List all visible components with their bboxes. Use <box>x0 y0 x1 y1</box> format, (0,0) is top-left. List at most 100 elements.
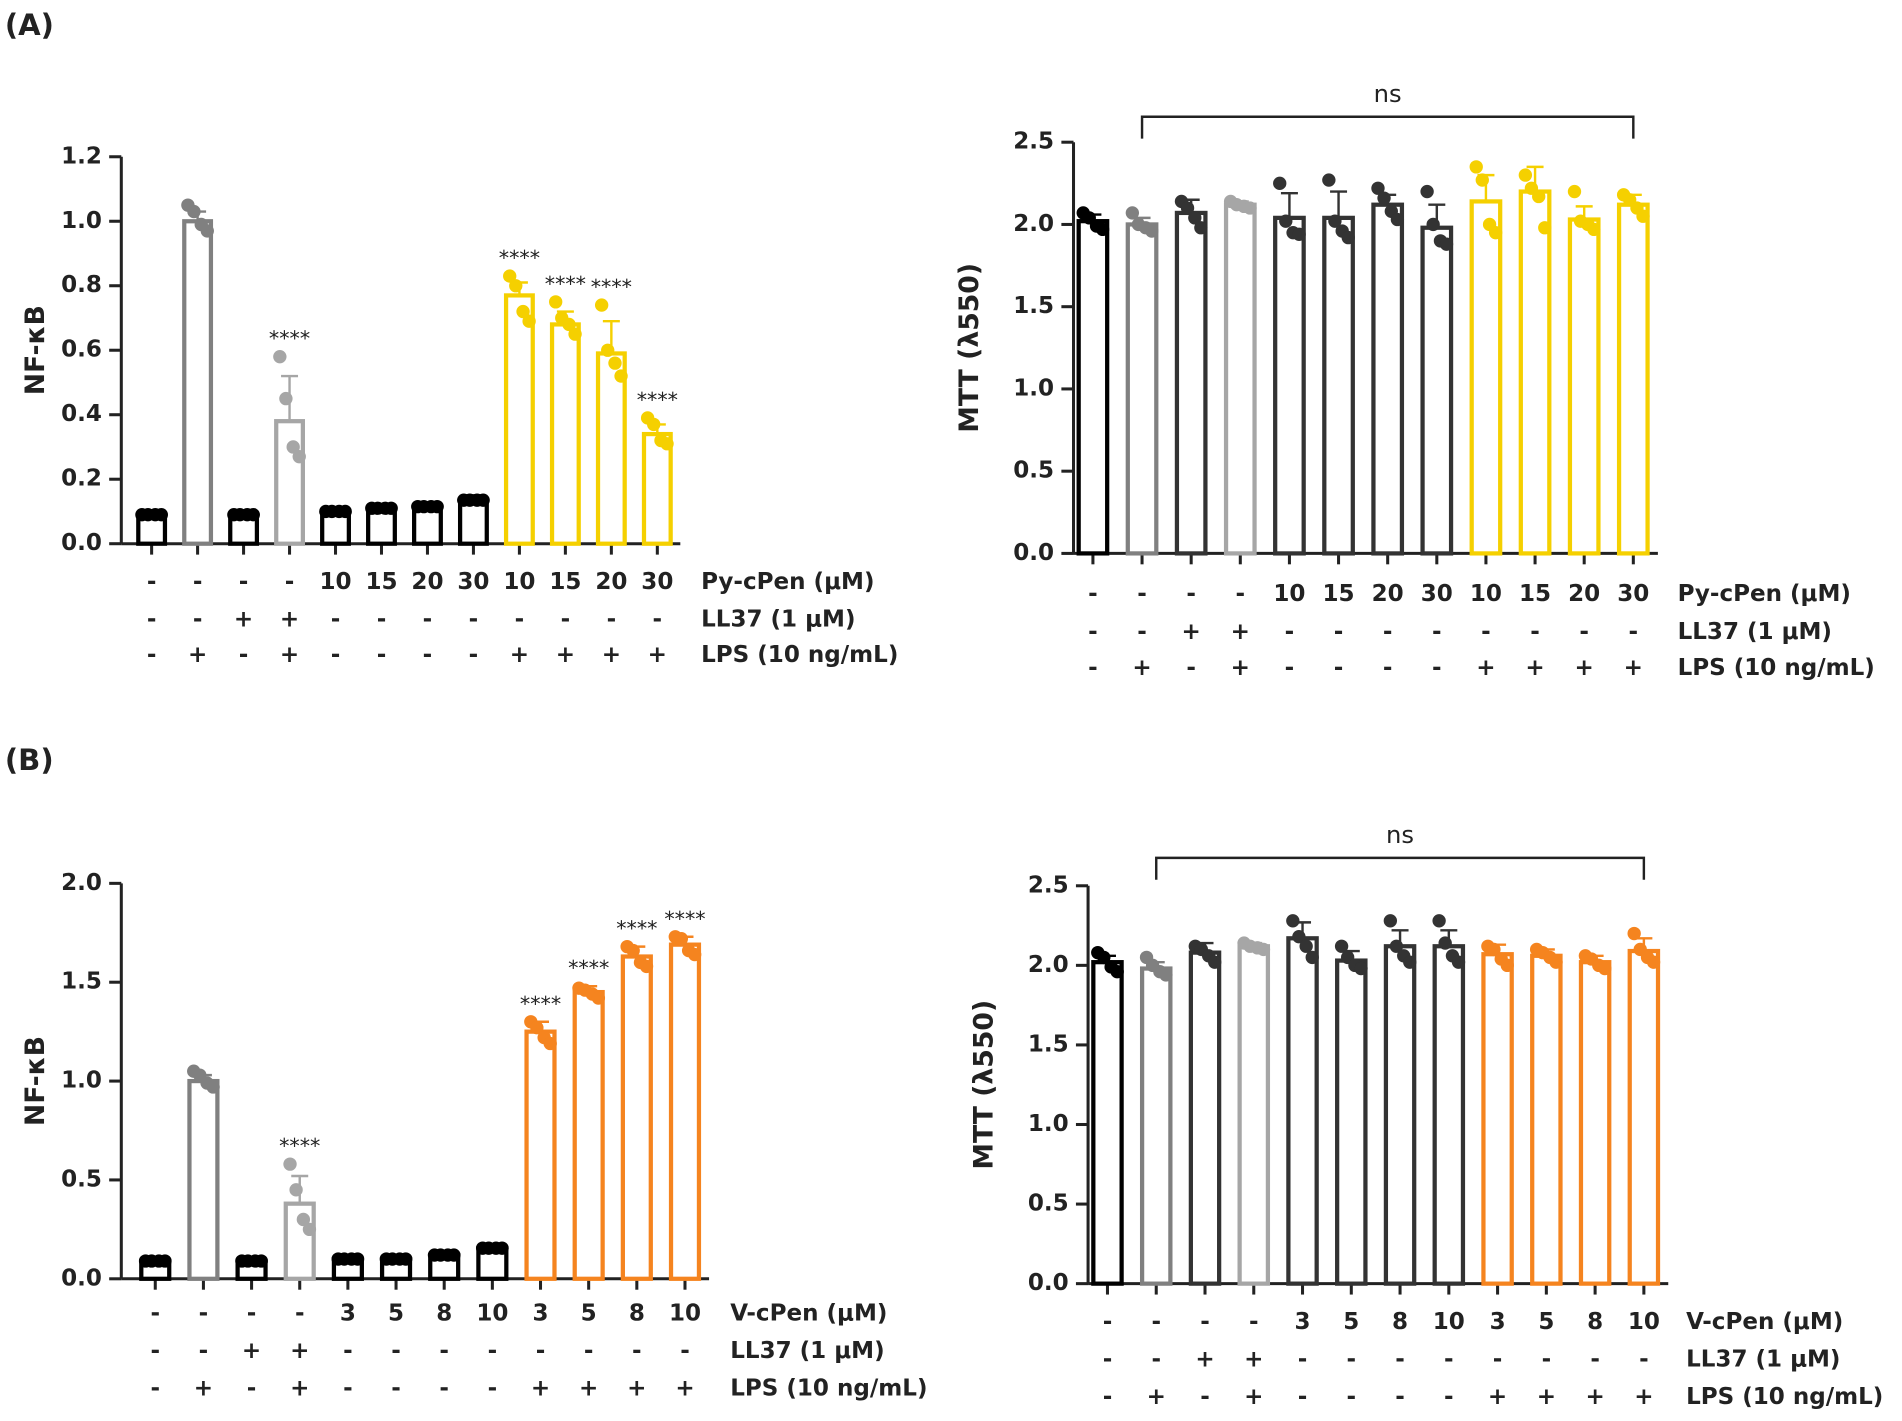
condition-label: 30 <box>641 569 673 595</box>
bar <box>524 1029 557 1281</box>
y-axis-label: NF-κB <box>20 305 51 395</box>
condition-label: - <box>1542 1347 1552 1373</box>
condition-label: 8 <box>1587 1309 1603 1335</box>
data-point <box>154 508 169 522</box>
data-point <box>1194 221 1208 235</box>
condition-label: 5 <box>388 1300 404 1326</box>
data-point <box>1188 211 1202 225</box>
data-point <box>279 391 293 406</box>
data-point <box>200 224 214 238</box>
condition-label: - <box>653 607 663 633</box>
bar <box>274 419 306 546</box>
condition-label: - <box>439 1376 449 1402</box>
bar <box>1273 215 1306 556</box>
condition-label: + <box>280 642 299 668</box>
data-point <box>1426 217 1440 232</box>
data-point <box>286 440 300 454</box>
bar <box>1469 199 1503 556</box>
data-point <box>1587 222 1601 237</box>
condition-label: 20 <box>411 569 443 595</box>
significance: **** <box>520 992 561 1016</box>
condition-label: - <box>488 1376 498 1402</box>
condition-label: - <box>680 1338 690 1364</box>
data-point <box>1598 961 1612 976</box>
condition-name: Py-cPen (μM) <box>1678 581 1851 607</box>
data-point <box>614 369 628 383</box>
data-point <box>509 279 523 293</box>
condition-label: + <box>675 1376 694 1402</box>
condition-label: + <box>1231 619 1250 645</box>
condition-label: - <box>247 1376 257 1402</box>
condition-label: - <box>199 1338 209 1364</box>
bar <box>1125 222 1159 556</box>
condition-label: + <box>1147 1384 1166 1410</box>
condition-label: - <box>607 607 617 633</box>
condition-label: 10 <box>503 569 535 595</box>
y-axis-label: MTT (λ550) <box>954 263 985 433</box>
condition-label: - <box>561 607 571 633</box>
condition-name: V-cPen (μM) <box>730 1300 887 1326</box>
bar <box>1518 189 1552 556</box>
y-tick-label: 0.0 <box>1013 540 1054 566</box>
condition-name: LPS (10 ng/mL) <box>730 1376 927 1402</box>
condition-label: - <box>1137 619 1147 645</box>
bar <box>1237 944 1271 1286</box>
significance: **** <box>568 956 609 980</box>
data-point <box>338 504 352 519</box>
bar <box>503 293 535 546</box>
data-point <box>1145 224 1159 238</box>
condition-label: - <box>247 1300 257 1326</box>
panel-label: (B) <box>5 743 54 777</box>
bar <box>1286 936 1319 1286</box>
bar <box>1223 202 1257 556</box>
data-point <box>254 1254 268 1268</box>
data-point <box>639 959 654 974</box>
condition-label: + <box>188 642 207 668</box>
y-tick-label: 1.0 <box>61 1068 102 1094</box>
condition-label: + <box>1585 1384 1604 1410</box>
data-point <box>206 1080 220 1094</box>
data-point <box>1475 173 1489 187</box>
data-point <box>384 501 398 515</box>
condition-label: - <box>1200 1309 1210 1335</box>
condition-label: - <box>1347 1384 1357 1410</box>
data-point <box>1439 237 1454 251</box>
data-point <box>1403 955 1417 969</box>
data-point <box>1299 939 1313 953</box>
condition-label: - <box>584 1338 594 1364</box>
condition-label: - <box>1088 619 1098 645</box>
condition-label: - <box>1579 619 1589 645</box>
data-point <box>302 1222 317 1237</box>
condition-label: 8 <box>629 1300 645 1326</box>
condition-name: LL37 (1 μM) <box>1686 1347 1840 1373</box>
condition-label: - <box>295 1300 305 1326</box>
data-point <box>289 1183 303 1197</box>
data-point <box>568 327 582 341</box>
condition-label: 10 <box>1470 581 1502 607</box>
condition-label: - <box>1590 1347 1600 1373</box>
y-tick-label: 0.0 <box>61 1265 102 1291</box>
data-point <box>591 991 606 1005</box>
condition-label: - <box>331 607 341 633</box>
condition-label: - <box>1200 1384 1210 1410</box>
data-point <box>594 298 609 312</box>
data-point <box>1432 914 1446 928</box>
condition-label: 30 <box>457 569 489 595</box>
condition-name: LL37 (1 μM) <box>701 607 855 633</box>
condition-label: + <box>531 1376 550 1402</box>
data-point <box>399 1252 413 1266</box>
data-point <box>1451 955 1466 969</box>
data-point <box>1286 914 1300 928</box>
data-point <box>1567 184 1582 199</box>
condition-label: + <box>242 1338 261 1364</box>
bar <box>1335 958 1368 1286</box>
condition-label: - <box>147 642 157 668</box>
condition-label: 20 <box>595 569 627 595</box>
y-axis-label: MTT (λ550) <box>968 1000 999 1170</box>
condition-label: 30 <box>1617 581 1649 607</box>
condition-name: LL37 (1 μM) <box>1678 619 1832 645</box>
y-tick-label: 1.0 <box>1013 375 1054 401</box>
condition-label: + <box>1624 655 1643 681</box>
condition-label: + <box>579 1376 598 1402</box>
